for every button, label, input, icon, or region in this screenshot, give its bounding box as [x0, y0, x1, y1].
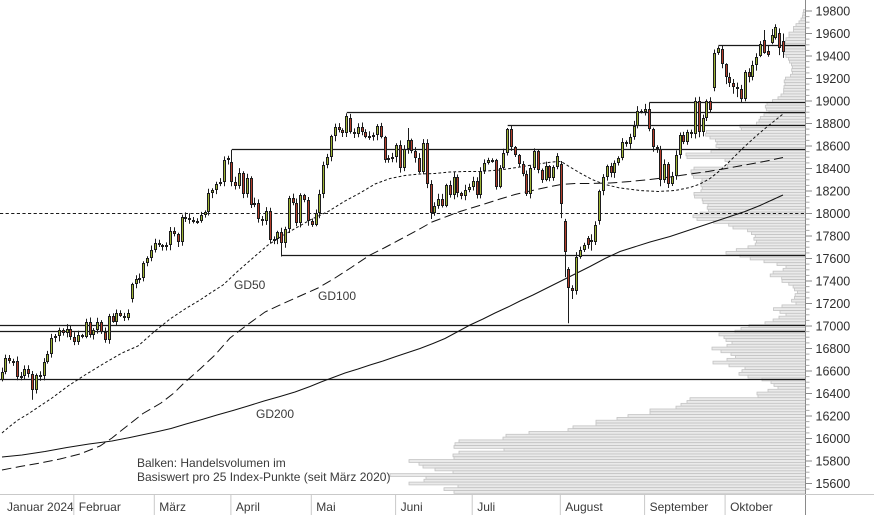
svg-text:16000: 16000 — [816, 432, 851, 446]
svg-text:16800: 16800 — [816, 342, 851, 356]
svg-text:Juli: Juli — [477, 500, 495, 514]
svg-text:18600: 18600 — [816, 139, 851, 153]
svg-text:Oktober: Oktober — [730, 500, 773, 514]
svg-text:September: September — [650, 500, 709, 514]
svg-text:17000: 17000 — [816, 319, 851, 333]
svg-text:GD50: GD50 — [234, 278, 266, 292]
svg-text:April: April — [236, 500, 260, 514]
svg-text:18000: 18000 — [816, 207, 851, 221]
svg-text:GD100: GD100 — [318, 289, 356, 303]
svg-text:Juni: Juni — [401, 500, 423, 514]
svg-text:18800: 18800 — [816, 117, 851, 131]
svg-text:19200: 19200 — [816, 72, 851, 86]
svg-text:17800: 17800 — [816, 229, 851, 243]
svg-text:16600: 16600 — [816, 364, 851, 378]
svg-text:19000: 19000 — [816, 94, 851, 108]
svg-text:GD200: GD200 — [256, 407, 294, 421]
svg-text:Basiswert pro 25 Index-Punkte: Basiswert pro 25 Index-Punkte (seit März… — [137, 470, 390, 484]
svg-text:Februar: Februar — [79, 500, 121, 514]
svg-text:17200: 17200 — [816, 297, 851, 311]
svg-text:Balken: Handelsvolumen im: Balken: Handelsvolumen im — [137, 456, 286, 470]
svg-text:17400: 17400 — [816, 274, 851, 288]
svg-text:19800: 19800 — [816, 4, 851, 18]
svg-text:15800: 15800 — [816, 454, 851, 468]
svg-text:August: August — [565, 500, 603, 514]
svg-text:Mai: Mai — [316, 500, 335, 514]
svg-text:15600: 15600 — [816, 477, 851, 491]
svg-text:16400: 16400 — [816, 387, 851, 401]
svg-text:17600: 17600 — [816, 252, 851, 266]
svg-text:16200: 16200 — [816, 409, 851, 423]
svg-text:Januar 2024: Januar 2024 — [7, 500, 74, 514]
svg-text:März: März — [159, 500, 186, 514]
svg-text:19400: 19400 — [816, 49, 851, 63]
svg-text:18200: 18200 — [816, 184, 851, 198]
svg-text:19600: 19600 — [816, 27, 851, 41]
svg-text:18400: 18400 — [816, 162, 851, 176]
